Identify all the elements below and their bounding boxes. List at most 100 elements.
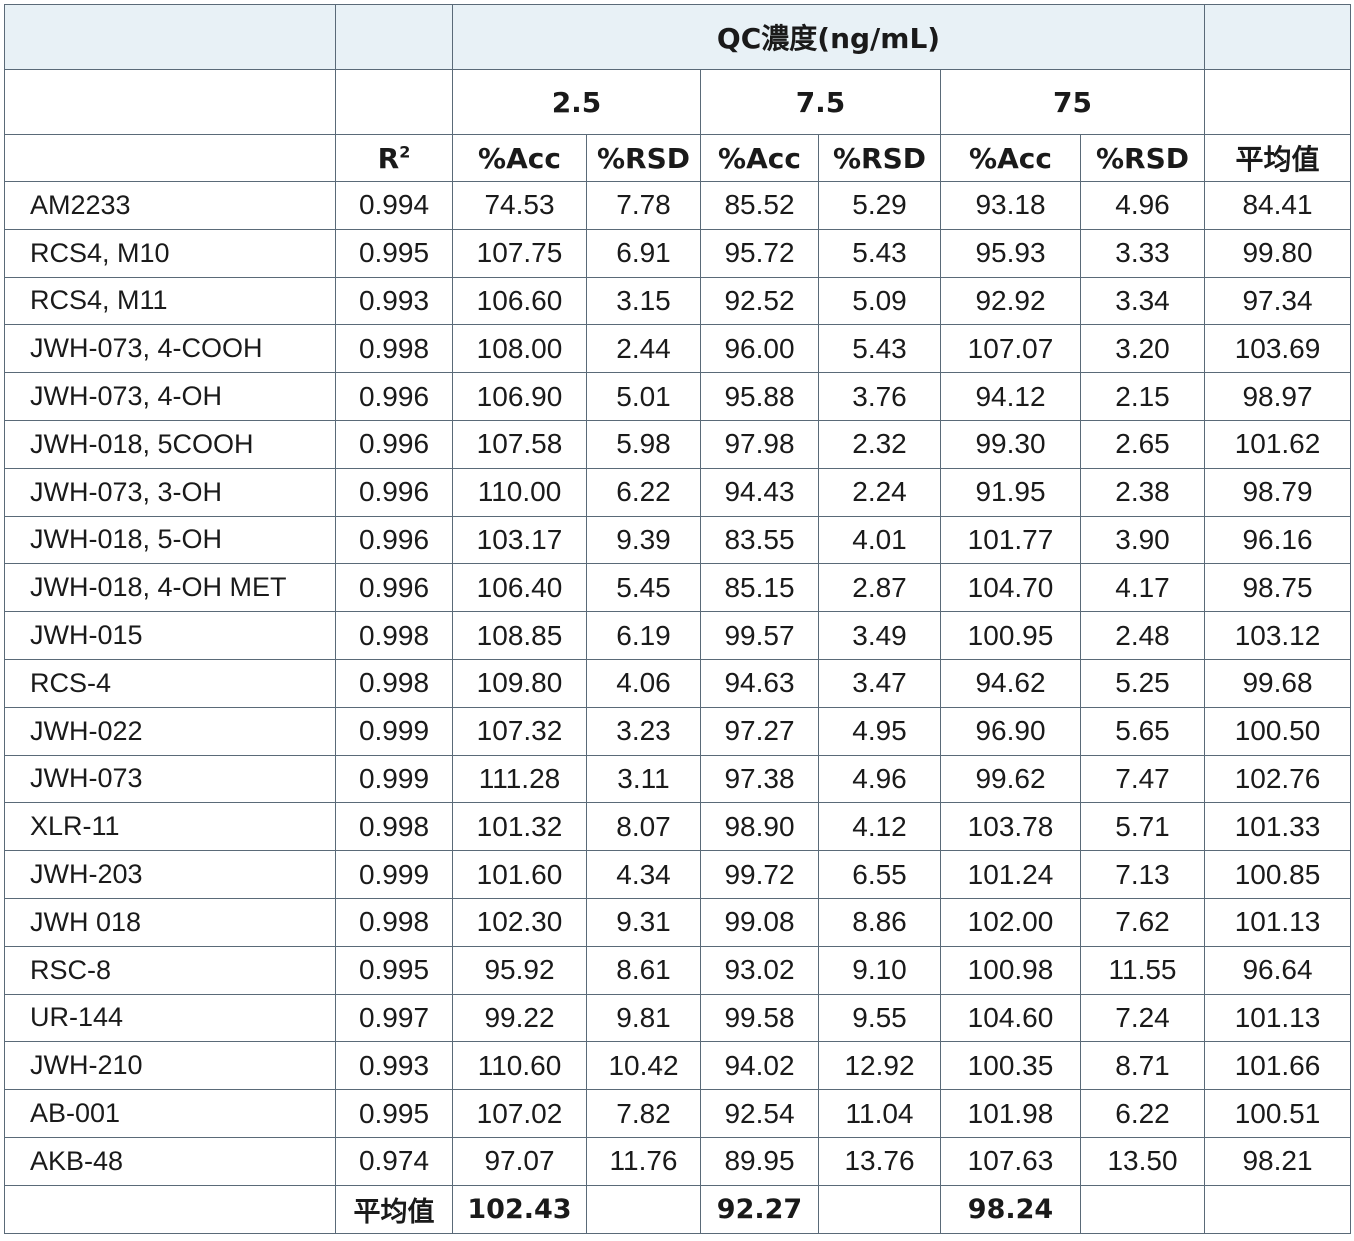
- r2-value: 0.995: [335, 1089, 453, 1138]
- rsd-7-5-value: 5.43: [818, 228, 941, 278]
- acc-75-value: 104.60: [940, 993, 1081, 1043]
- acc-7-5-value: 85.15: [700, 563, 819, 613]
- acc-2-5-value: 106.40: [452, 563, 587, 613]
- r2-value: 0.998: [335, 324, 453, 374]
- rsd-header: %RSD: [1079, 134, 1206, 182]
- mean-value: 101.33: [1204, 802, 1352, 852]
- average-value: 92.27: [700, 1184, 819, 1234]
- r2-value: 0.996: [335, 515, 453, 565]
- rsd-2-5-value: 9.81: [586, 993, 701, 1043]
- header-blank-cell: [335, 69, 453, 135]
- r2-value: 0.996: [335, 419, 453, 469]
- table-row: JWH-018, 5-OH 0.996 103.17 9.39 83.55 4.01 101…: [4, 515, 1352, 565]
- mean-value: 99.80: [1204, 228, 1352, 278]
- compound-name: JWH-073: [4, 754, 336, 804]
- rsd-7-5-value: 2.32: [818, 419, 941, 469]
- acc-7-5-value: 83.55: [700, 515, 819, 565]
- mean-value: 96.64: [1204, 945, 1352, 995]
- rsd-75-value: 3.33: [1079, 228, 1206, 278]
- compound-name: JWH-203: [4, 850, 336, 899]
- rsd-2-5-value: 8.07: [586, 802, 701, 852]
- average-label: 平均值: [335, 1184, 453, 1234]
- acc-75-value: 99.30: [940, 419, 1081, 469]
- acc-75-value: 103.78: [940, 802, 1081, 852]
- r2-value: 0.998: [335, 658, 453, 708]
- mean-value: 97.34: [1204, 276, 1352, 326]
- compound-name: AM2233: [4, 181, 336, 230]
- header-blank-cell: [4, 134, 336, 182]
- average-row: 平均值 102.43 92.27 98.24: [4, 1184, 1352, 1234]
- acc-header: %Acc: [940, 134, 1081, 182]
- acc-7-5-value: 89.95: [700, 1136, 819, 1186]
- table-row: AB-001 0.995 107.02 7.82 92.54 11.04 101.98 6.2…: [4, 1089, 1352, 1138]
- rsd-2-5-value: 3.15: [586, 276, 701, 326]
- acc-2-5-value: 107.75: [452, 228, 587, 278]
- rsd-2-5-value: 8.61: [586, 945, 701, 995]
- acc-2-5-value: 101.32: [452, 802, 587, 852]
- acc-7-5-value: 97.27: [700, 706, 819, 756]
- compound-name: AB-001: [4, 1089, 336, 1138]
- acc-75-value: 95.93: [940, 228, 1081, 278]
- acc-75-value: 100.95: [940, 611, 1081, 660]
- rsd-75-value: 3.90: [1079, 515, 1206, 565]
- acc-2-5-value: 107.02: [452, 1089, 587, 1138]
- acc-2-5-value: 110.60: [452, 1041, 587, 1091]
- rsd-75-value: 2.38: [1079, 467, 1206, 517]
- compound-name: JWH-073, 4-OH: [4, 372, 336, 421]
- acc-2-5-value: 106.60: [452, 276, 587, 326]
- rsd-7-5-value: 4.95: [818, 706, 941, 756]
- rsd-header: %RSD: [586, 134, 701, 182]
- r2-value: 0.997: [335, 993, 453, 1043]
- acc-2-5-value: 102.30: [452, 897, 587, 947]
- acc-2-5-value: 109.80: [452, 658, 587, 708]
- r2-value: 0.996: [335, 372, 453, 421]
- mean-value: 98.97: [1204, 372, 1352, 421]
- rsd-7-5-value: 9.55: [818, 993, 941, 1043]
- rsd-75-value: 8.71: [1079, 1041, 1206, 1091]
- acc-header: %Acc: [700, 134, 819, 182]
- rsd-2-5-value: 9.31: [586, 897, 701, 947]
- header-row-concentrations: 2.5 7.5 75: [4, 69, 1352, 135]
- acc-2-5-value: 110.00: [452, 467, 587, 517]
- header-row-group: QC濃度(ng/mL): [4, 4, 1352, 70]
- r2-value: 0.999: [335, 850, 453, 899]
- rsd-75-value: 13.50: [1079, 1136, 1206, 1186]
- acc-75-value: 101.24: [940, 850, 1081, 899]
- compound-name: JWH-018, 5-OH: [4, 515, 336, 565]
- compound-name: UR-144: [4, 993, 336, 1043]
- r2-value: 0.996: [335, 563, 453, 613]
- rsd-2-5-value: 5.01: [586, 372, 701, 421]
- mean-header: 平均值: [1204, 134, 1352, 182]
- r2-value: 0.994: [335, 181, 453, 230]
- acc-7-5-value: 95.88: [700, 372, 819, 421]
- header-blank-cell: [1204, 4, 1352, 70]
- rsd-2-5-value: 3.11: [586, 754, 701, 804]
- acc-2-5-value: 108.00: [452, 324, 587, 374]
- rsd-7-5-value: 5.09: [818, 276, 941, 326]
- r2-value: 0.995: [335, 945, 453, 995]
- header-blank-cell: [335, 4, 453, 70]
- rsd-75-value: 2.15: [1079, 372, 1206, 421]
- table-row: AM2233 0.994 74.53 7.78 85.52 5.29 93.18 4.96 84…: [4, 181, 1352, 230]
- rsd-2-5-value: 9.39: [586, 515, 701, 565]
- acc-2-5-value: 95.92: [452, 945, 587, 995]
- acc-2-5-value: 107.58: [452, 419, 587, 469]
- r2-value: 0.993: [335, 276, 453, 326]
- rsd-header: %RSD: [818, 134, 941, 182]
- acc-75-value: 101.98: [940, 1089, 1081, 1138]
- acc-2-5-value: 97.07: [452, 1136, 587, 1186]
- rsd-75-value: 7.13: [1079, 850, 1206, 899]
- rsd-75-value: 11.55: [1079, 945, 1206, 995]
- mean-value: 101.13: [1204, 993, 1352, 1043]
- rsd-2-5-value: 4.34: [586, 850, 701, 899]
- acc-2-5-value: 108.85: [452, 611, 587, 660]
- mean-value: 98.75: [1204, 563, 1352, 613]
- acc-2-5-value: 103.17: [452, 515, 587, 565]
- rsd-2-5-value: 5.45: [586, 563, 701, 613]
- compound-name: JWH-073, 3-OH: [4, 467, 336, 517]
- compound-name: JWH-018, 5COOH: [4, 419, 336, 469]
- r2-value: 0.999: [335, 754, 453, 804]
- table-row: JWH-015 0.998 108.85 6.19 99.57 3.49 100.95 2.4…: [4, 611, 1352, 660]
- acc-7-5-value: 95.72: [700, 228, 819, 278]
- mean-value: 103.69: [1204, 324, 1352, 374]
